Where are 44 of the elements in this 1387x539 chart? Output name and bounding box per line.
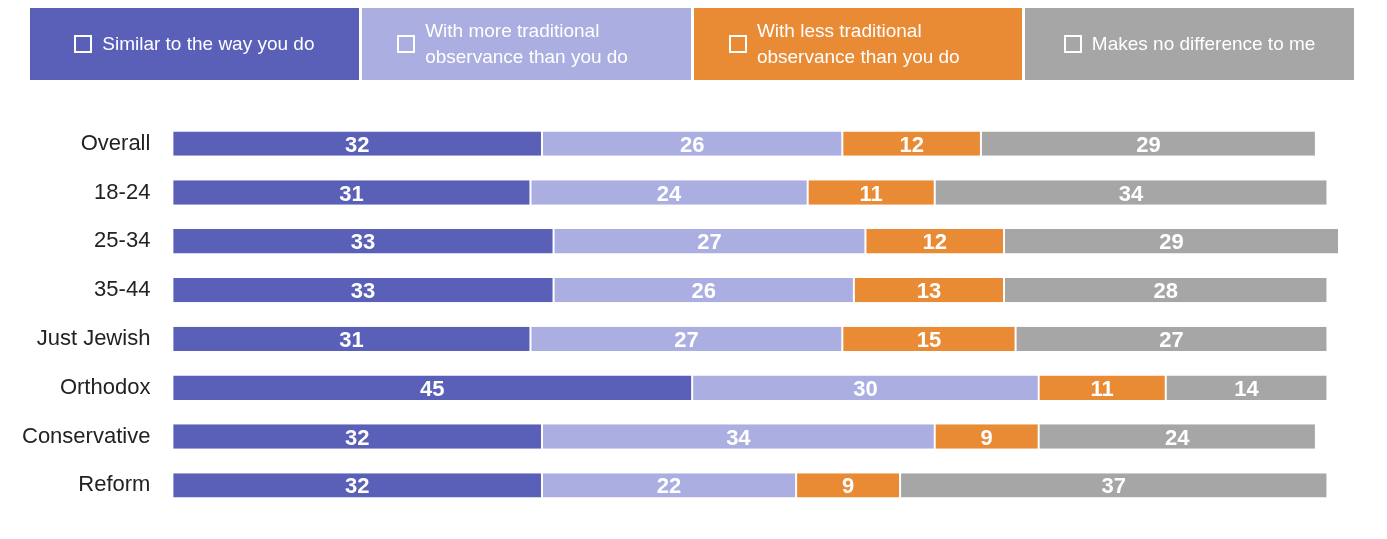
data-label: 11 [859,180,883,206]
data-label: 28 [1153,278,1178,304]
data-label: 9 [980,424,993,450]
y-tick-label: Just Jewish [36,324,151,350]
data-label: 29 [1159,229,1184,255]
data-label: 12 [922,229,947,255]
y-tick-label: Conservative [22,422,151,448]
data-label: 27 [697,229,722,255]
data-label: 13 [916,278,942,304]
data-label: 32 [344,424,370,450]
data-label: 31 [339,180,364,206]
legend-label: With less traditional observance than you do [756,19,961,69]
y-tick-label: 25-34 [94,227,151,253]
data-label: 32 [344,131,370,157]
data-label: 34 [1118,180,1145,206]
data-label: 30 [853,375,878,401]
data-label: 32 [344,473,370,499]
data-label: 9 [841,473,855,499]
legend-label: With more traditional observance than you do [425,19,629,69]
data-label: 27 [1159,326,1184,352]
y-tick-label: Reform [78,471,151,497]
data-label: 24 [1165,424,1191,450]
y-tick-label: Overall [80,129,151,155]
data-label: 33 [350,229,376,255]
legend-label: Similar to the way you do [102,32,315,56]
data-label: 14 [1234,375,1260,401]
y-tick-label: 35-44 [94,276,151,302]
data-label: 11 [1090,375,1114,401]
data-label: 26 [679,131,705,157]
data-label: 24 [656,180,683,206]
data-label: 34 [726,424,752,450]
data-label: 29 [1136,131,1161,157]
y-tick-label: Orthodox [59,373,151,399]
data-label: 15 [916,326,942,352]
data-label: 33 [350,278,376,304]
data-label: 45 [420,375,445,401]
data-label: 37 [1101,473,1127,499]
data-label: 22 [656,473,682,499]
legend-label: Makes no difference to me [1091,32,1316,56]
data-label: 31 [339,326,364,352]
data-label: 27 [674,326,699,352]
data-label: 26 [691,278,716,304]
y-tick-label: 18-24 [94,178,151,204]
data-label: 12 [899,131,924,157]
